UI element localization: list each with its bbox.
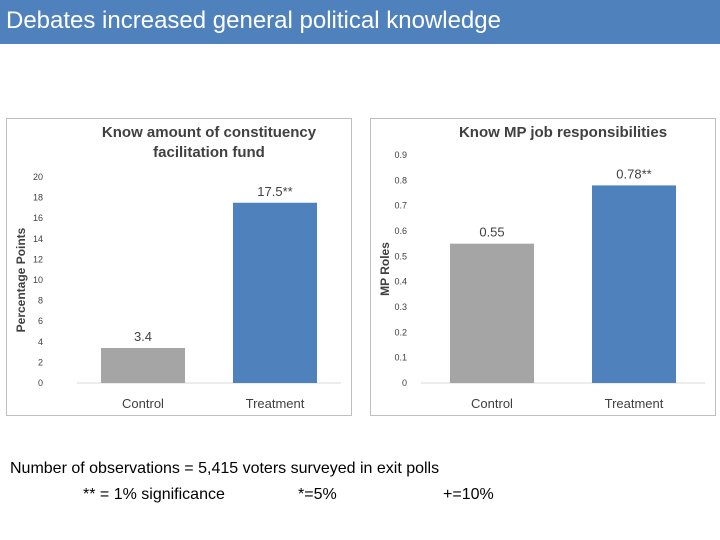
category-label: Treatment	[246, 396, 305, 411]
y-tick-label: 20	[33, 172, 43, 182]
data-label: 0.55	[479, 225, 504, 240]
chart-title-line: facilitation fund	[153, 144, 265, 161]
bar-treatment	[592, 185, 676, 383]
bar-treatment	[233, 202, 317, 383]
y-tick-label: 0.8	[394, 175, 407, 185]
y-tick-label: 14	[33, 234, 43, 244]
significance-10pct: +=10%	[443, 486, 494, 503]
slide-title: Debates increased general political know…	[6, 7, 501, 34]
y-tick-label: 0.9	[394, 150, 407, 160]
chart-title-line: Know amount of constituency	[102, 124, 317, 141]
y-tick-label: 0.5	[394, 251, 407, 261]
data-label: 17.5**	[257, 184, 292, 199]
y-tick-label: 16	[33, 213, 43, 223]
y-tick-label: 10	[33, 275, 43, 285]
chart-title-line: Know MP job responsibilities	[459, 124, 667, 141]
data-label: 0.78**	[616, 166, 651, 181]
title-bar: Debates increased general political know…	[0, 0, 720, 44]
bar-control	[101, 347, 185, 383]
data-label: 3.4	[134, 329, 152, 344]
y-tick-label: 8	[38, 296, 43, 306]
y-tick-label: 0	[402, 378, 407, 388]
chart-mp-responsibilities: Know MP job responsibilities MP Roles 0 0.1…	[370, 118, 716, 416]
bar-control	[450, 243, 534, 383]
chart-constituency-fund: Know amount of constituency facilitation …	[6, 118, 352, 416]
category-label: Treatment	[605, 396, 664, 411]
significance-1pct: ** = 1% significance	[83, 486, 225, 503]
y-tick-label: 12	[33, 254, 43, 264]
y-tick-label: 2	[38, 357, 43, 367]
chart-mp-responsibilities-svg: Know MP job responsibilities MP Roles 0 0.1…	[378, 124, 705, 411]
y-tick-label: 0.1	[394, 353, 407, 363]
y-tick-label: 0.7	[394, 201, 407, 211]
y-tick-label: 0	[38, 378, 43, 388]
y-tick-label: 0.3	[394, 302, 407, 312]
y-axis-label: Percentage Points	[14, 227, 28, 332]
category-label: Control	[122, 396, 164, 411]
y-tick-label: 0.4	[394, 277, 407, 287]
y-tick-label: 18	[33, 193, 43, 203]
y-tick-label: 0.6	[394, 226, 407, 236]
significance-5pct: *=5%	[298, 486, 337, 503]
category-label: Control	[471, 396, 513, 411]
y-tick-label: 0.2	[394, 327, 407, 337]
y-axis-label: MP Roles	[378, 242, 392, 296]
y-tick-label: 4	[38, 337, 43, 347]
y-tick-label: 6	[38, 316, 43, 326]
observations-note: Number of observations = 5,415 voters su…	[10, 460, 440, 477]
chart-constituency-fund-svg: Know amount of constituency facilitation …	[14, 124, 341, 411]
